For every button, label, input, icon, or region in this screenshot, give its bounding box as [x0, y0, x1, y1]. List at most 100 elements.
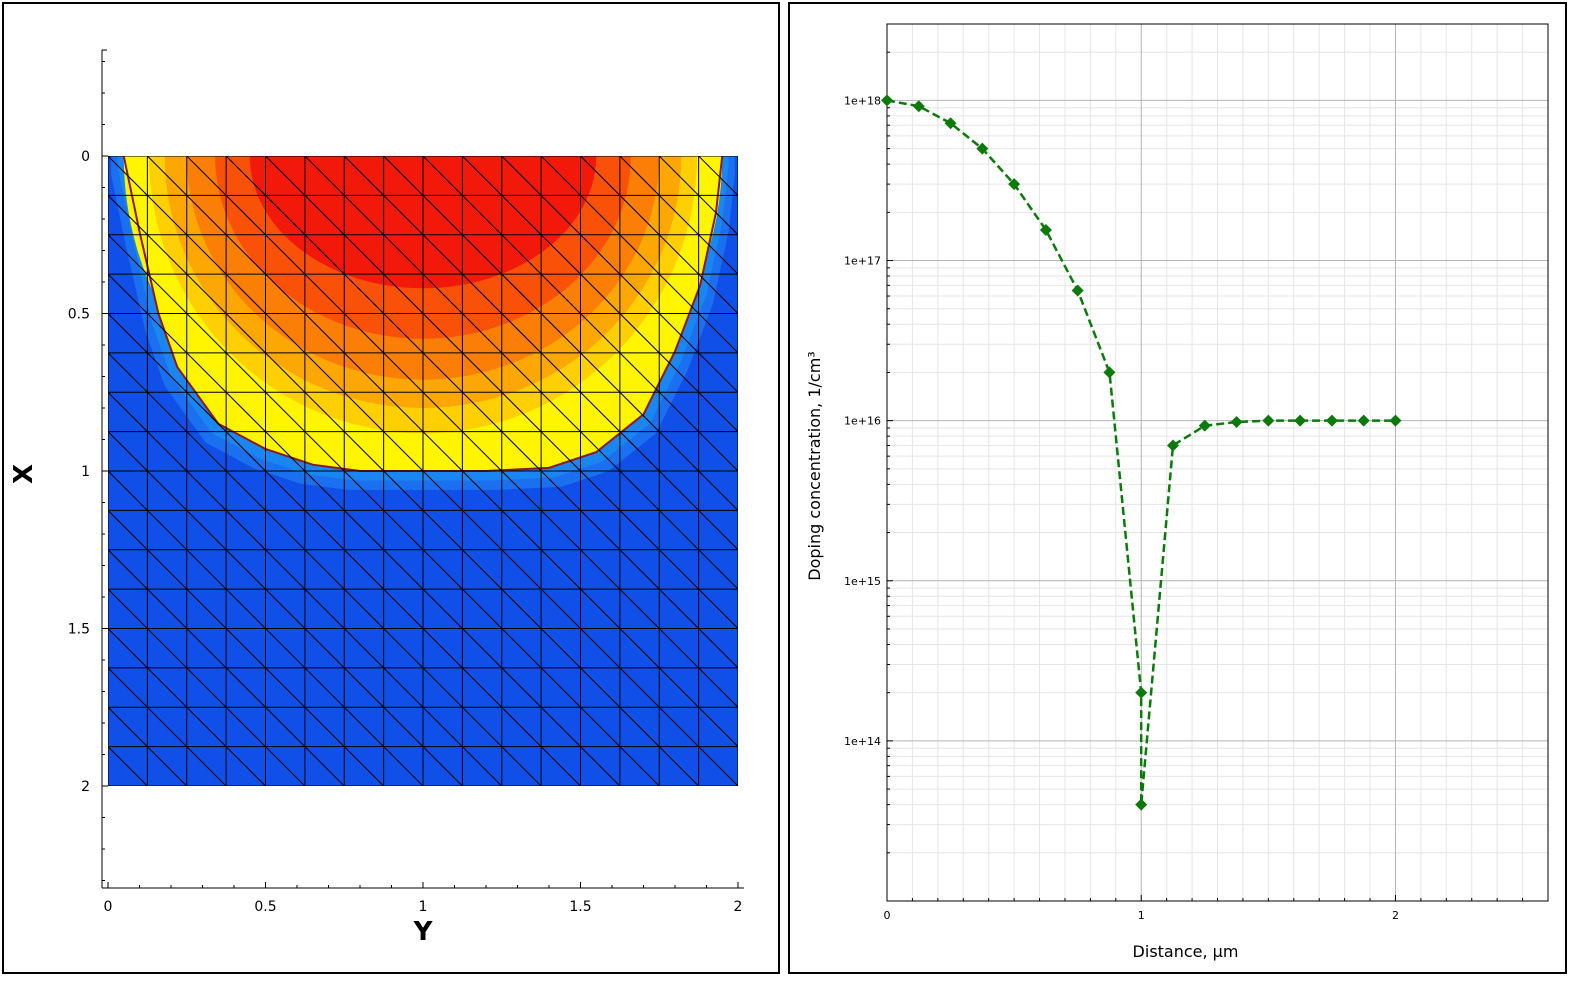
- mesh-line-diagonal: [343, 195, 384, 236]
- mesh-line-diagonal: [343, 706, 384, 747]
- mesh-line-diagonal: [225, 706, 266, 747]
- mesh-line-diagonal: [343, 667, 384, 708]
- mesh-line-diagonal: [186, 470, 227, 511]
- mesh-line-diagonal: [462, 391, 503, 432]
- mesh-line-diagonal: [265, 234, 306, 275]
- mesh-line-diagonal: [619, 510, 660, 551]
- mesh-line-diagonal: [658, 391, 699, 432]
- mesh-line-diagonal: [147, 549, 188, 590]
- mesh-line-diagonal: [383, 470, 424, 511]
- y-tick-label: 1e+17: [844, 255, 881, 268]
- mesh-line-diagonal: [265, 195, 306, 236]
- mesh-line-diagonal: [265, 313, 306, 354]
- mesh-line-diagonal: [619, 195, 660, 236]
- mesh-line-diagonal: [698, 391, 738, 432]
- mesh-line-diagonal: [619, 549, 660, 590]
- mesh-line-diagonal: [580, 234, 621, 275]
- data-point-marker: [1135, 798, 1148, 811]
- mesh-line-diagonal: [422, 156, 463, 196]
- mesh-line-diagonal: [540, 195, 581, 236]
- mesh-line-diagonal: [186, 352, 227, 393]
- mesh-line-diagonal: [580, 352, 621, 393]
- x-axis-title: X: [9, 464, 39, 484]
- mesh-line-diagonal: [580, 470, 621, 511]
- mesh-line-diagonal: [304, 391, 345, 432]
- mesh-line-diagonal: [462, 549, 503, 590]
- mesh-line-diagonal: [619, 273, 660, 314]
- mesh-line-diagonal: [422, 470, 463, 511]
- mesh-line-diagonal: [501, 706, 542, 747]
- mesh-line-diagonal: [304, 195, 345, 236]
- y-axis-title: Y: [413, 917, 434, 947]
- mesh-line-diagonal: [186, 195, 227, 236]
- mesh-line-diagonal: [343, 156, 384, 196]
- data-point-marker: [912, 100, 925, 113]
- mesh-line-diagonal: [658, 588, 699, 629]
- mesh-line-diagonal: [383, 313, 424, 354]
- mesh-line-diagonal: [580, 273, 621, 314]
- data-point-marker: [976, 142, 989, 155]
- mesh-line-diagonal: [186, 549, 227, 590]
- mesh-line-diagonal: [422, 510, 463, 551]
- mesh-line-diagonal: [383, 549, 424, 590]
- mesh-line-diagonal: [658, 234, 699, 275]
- mesh-line-diagonal: [225, 352, 266, 393]
- y-tick-label: 0.5: [254, 899, 276, 915]
- mesh-line-diagonal: [658, 510, 699, 551]
- mesh-line-diagonal: [658, 628, 699, 669]
- mesh-line-diagonal: [422, 549, 463, 590]
- mesh-line-diagonal: [540, 667, 581, 708]
- mesh-line-diagonal: [698, 431, 738, 472]
- mesh-line-diagonal: [462, 195, 503, 236]
- data-point-marker: [1135, 686, 1148, 699]
- x-axis-title: Distance, µm: [1133, 942, 1239, 961]
- mesh-line-diagonal: [580, 391, 621, 432]
- y-tick-label: 1.5: [569, 899, 591, 915]
- data-point-marker: [1167, 439, 1180, 452]
- x-tick-label: 1.5: [68, 622, 90, 638]
- mesh-line-diagonal: [580, 195, 621, 236]
- mesh-line-diagonal: [422, 746, 463, 786]
- mesh-line-diagonal: [658, 156, 699, 196]
- mesh-line-diagonal: [658, 706, 699, 747]
- mesh-line-diagonal: [383, 273, 424, 314]
- mesh-line-diagonal: [304, 628, 345, 669]
- y-tick-label: 1e+16: [844, 415, 881, 428]
- mesh-line-diagonal: [225, 195, 266, 236]
- y-axis-title: Doping concentration, 1/cm³: [805, 351, 824, 580]
- mesh-line-diagonal: [540, 391, 581, 432]
- mesh-line-diagonal: [343, 628, 384, 669]
- mesh-line-diagonal: [422, 391, 463, 432]
- mesh-line-diagonal: [422, 234, 463, 275]
- mesh-line-diagonal: [108, 510, 148, 551]
- mesh-line-diagonal: [186, 234, 227, 275]
- mesh-line-diagonal: [501, 746, 542, 786]
- mesh-line-diagonal: [462, 156, 503, 196]
- mesh-line-diagonal: [147, 273, 188, 314]
- mesh-line-diagonal: [225, 746, 266, 786]
- triangular-mesh: [108, 156, 738, 786]
- mesh-line-diagonal: [147, 746, 188, 786]
- mesh-line-diagonal: [619, 391, 660, 432]
- mesh-line-diagonal: [304, 667, 345, 708]
- mesh-line-diagonal: [147, 431, 188, 472]
- mesh-line-diagonal: [343, 273, 384, 314]
- mesh-line-diagonal: [343, 510, 384, 551]
- doping-contour-plot: 0 0.5 1 1.5 2 0 0.5 1 1.5 2 Y X: [9, 49, 744, 947]
- mesh-line-diagonal: [304, 273, 345, 314]
- mesh-line-diagonal: [501, 313, 542, 354]
- mesh-line-diagonal: [462, 746, 503, 786]
- mesh-line-diagonal: [501, 156, 542, 196]
- mesh-line-diagonal: [619, 431, 660, 472]
- mesh-line-diagonal: [658, 195, 699, 236]
- mesh-line-diagonal: [108, 431, 148, 472]
- mesh-line-diagonal: [658, 352, 699, 393]
- doping-contour-panel: 0 0.5 1 1.5 2 0 0.5 1 1.5 2 Y X: [2, 2, 780, 974]
- mesh-line-diagonal: [265, 156, 306, 196]
- mesh-line-diagonal: [658, 746, 699, 786]
- data-point-marker: [1198, 419, 1211, 432]
- doping-profile-panel: 0 1 2 1e+14 1e+15 1e+16 1e+17 1e+18 Distance, µm…: [788, 2, 1567, 974]
- mesh-line-diagonal: [186, 588, 227, 629]
- mesh-line-diagonal: [147, 156, 188, 196]
- mesh-line-diagonal: [108, 313, 148, 354]
